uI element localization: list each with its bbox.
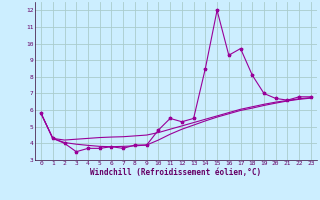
X-axis label: Windchill (Refroidissement éolien,°C): Windchill (Refroidissement éolien,°C) — [91, 168, 261, 177]
